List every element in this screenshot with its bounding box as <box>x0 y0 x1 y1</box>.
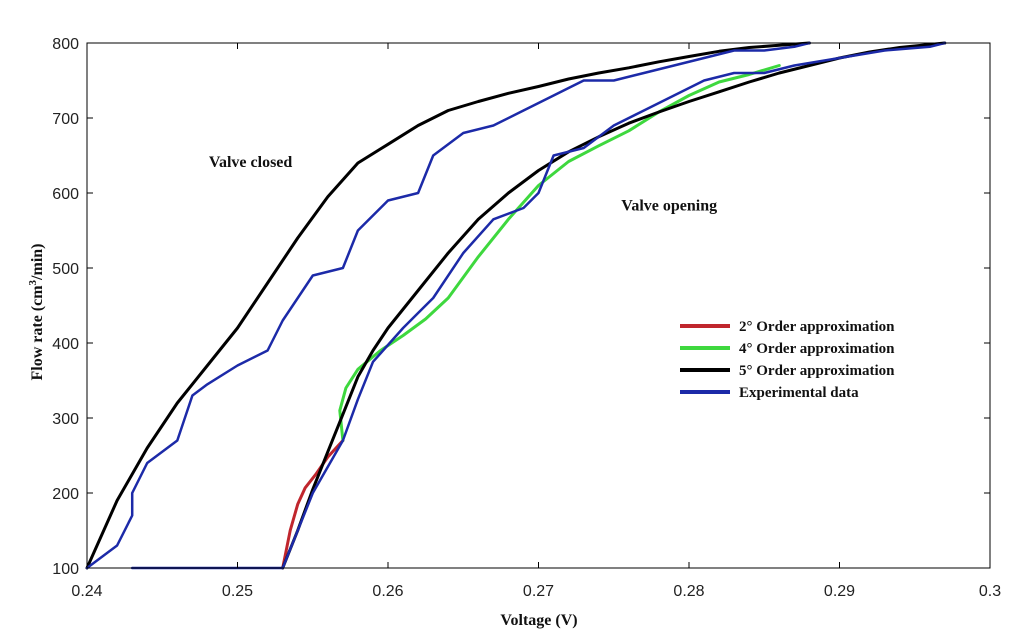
series-line-5-order-approximation <box>281 41 947 570</box>
x-tick-label: 0.24 <box>71 583 102 600</box>
y-tick-label: 800 <box>52 36 79 53</box>
y-tick-label: 600 <box>52 186 79 203</box>
y-tick-label: 500 <box>52 261 79 278</box>
y-tick-label: 700 <box>52 111 79 128</box>
series-line-2-order-approximation <box>281 439 345 570</box>
legend-label: Experimental data <box>739 385 859 401</box>
x-tick-label: 0.25 <box>222 583 253 600</box>
annotation-valve-closed: Valve closed <box>209 154 293 171</box>
series-line-experimental-data <box>130 41 947 570</box>
y-tick-label: 200 <box>52 486 79 503</box>
y-tick-label: 400 <box>52 336 79 353</box>
y-tick-label: 300 <box>52 411 79 428</box>
series-line-5-order-approximation <box>85 41 811 570</box>
series-line-4-order-approximation <box>338 64 781 442</box>
x-tick-label: 0.26 <box>372 583 403 600</box>
legend-label: 2° Order approximation <box>739 319 895 335</box>
legend: 2° Order approximation 4° Order approxima… <box>680 319 895 401</box>
annotation-valve-opening: Valve opening <box>621 197 717 214</box>
series-line-experimental-data <box>85 41 811 570</box>
plot-frame <box>86 42 991 569</box>
x-tick-label: 0.27 <box>523 583 554 600</box>
x-axis-title: Voltage (V) <box>500 612 577 629</box>
legend-label: 5° Order approximation <box>739 363 895 379</box>
y-axis-title: Flow rate (cm3/min) <box>27 243 46 380</box>
x-tick-label: 0.29 <box>824 583 855 600</box>
y-tick-label: 100 <box>52 561 79 578</box>
legend-label: 4° Order approximation <box>739 341 895 357</box>
x-tick-label: 0.3 <box>979 583 1001 600</box>
x-tick-label: 0.28 <box>673 583 704 600</box>
